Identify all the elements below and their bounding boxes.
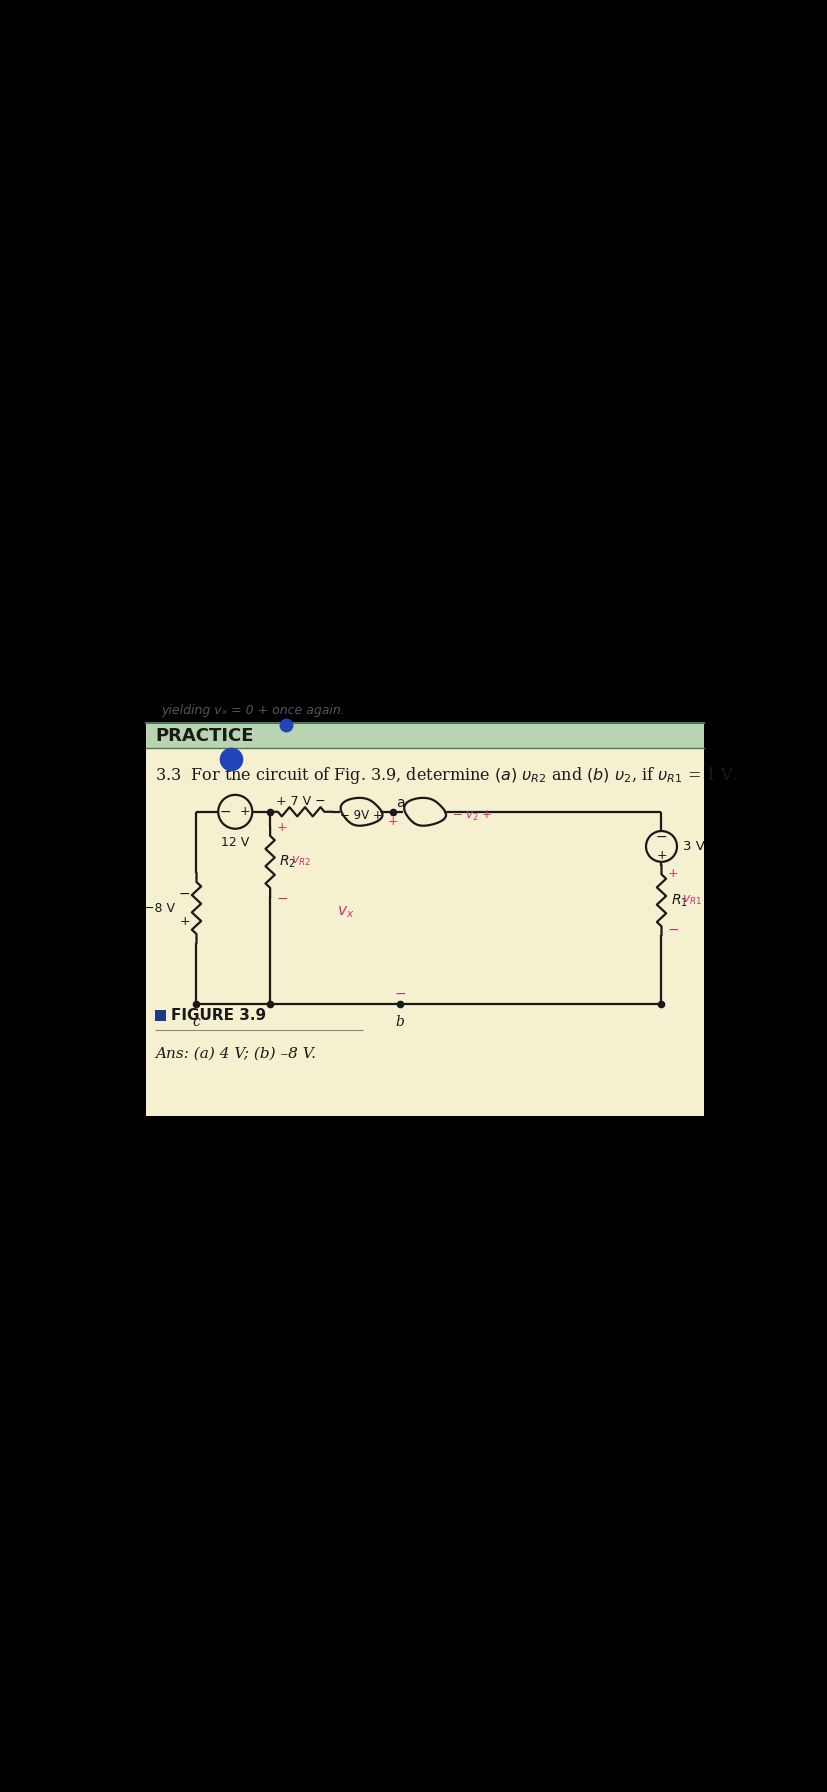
Text: + 7 V −: + 7 V −	[276, 794, 326, 808]
Text: −: −	[667, 923, 678, 937]
Text: −: −	[219, 805, 231, 819]
Text: $R_1$: $R_1$	[670, 892, 687, 909]
Text: −: −	[394, 987, 406, 1000]
Text: − $v_2$ +: − $v_2$ +	[452, 808, 492, 823]
FancyBboxPatch shape	[146, 724, 703, 747]
Text: $v_{R1}$: $v_{R1}$	[681, 894, 701, 907]
Text: +: +	[667, 867, 677, 880]
Text: FIGURE 3.9: FIGURE 3.9	[170, 1009, 265, 1023]
Text: −: −	[276, 892, 288, 905]
Text: +: +	[387, 815, 398, 828]
Text: PRACTICE: PRACTICE	[155, 726, 254, 744]
Text: 3.3  For the circuit of Fig. 3.9, determine $(a)$ $\upsilon_{R2}$ and $(b)$ $\up: 3.3 For the circuit of Fig. 3.9, determi…	[155, 765, 738, 787]
Text: +: +	[655, 849, 666, 862]
Text: Ans: (a) 4 V; (b) –8 V.: Ans: (a) 4 V; (b) –8 V.	[155, 1047, 316, 1061]
Text: +: +	[276, 821, 287, 833]
Text: −: −	[179, 887, 190, 901]
Text: −8 V: −8 V	[144, 901, 174, 914]
FancyBboxPatch shape	[146, 724, 703, 1116]
Text: +: +	[179, 916, 190, 928]
Text: − 9V +: − 9V +	[340, 810, 382, 823]
Text: b: b	[395, 1014, 404, 1029]
Text: $v_x$: $v_x$	[337, 903, 354, 919]
Text: −: −	[655, 830, 667, 844]
Text: +: +	[240, 805, 251, 819]
Text: yielding vₓ = 0 + once again.: yielding vₓ = 0 + once again.	[161, 704, 345, 717]
FancyBboxPatch shape	[155, 1011, 166, 1021]
Text: c: c	[193, 1014, 200, 1029]
Text: $R_2$: $R_2$	[279, 853, 296, 871]
Text: 3 V: 3 V	[682, 840, 705, 853]
Text: 12 V: 12 V	[221, 837, 249, 849]
Text: $v_{R2}$: $v_{R2}$	[291, 855, 311, 869]
Text: a: a	[396, 796, 404, 810]
